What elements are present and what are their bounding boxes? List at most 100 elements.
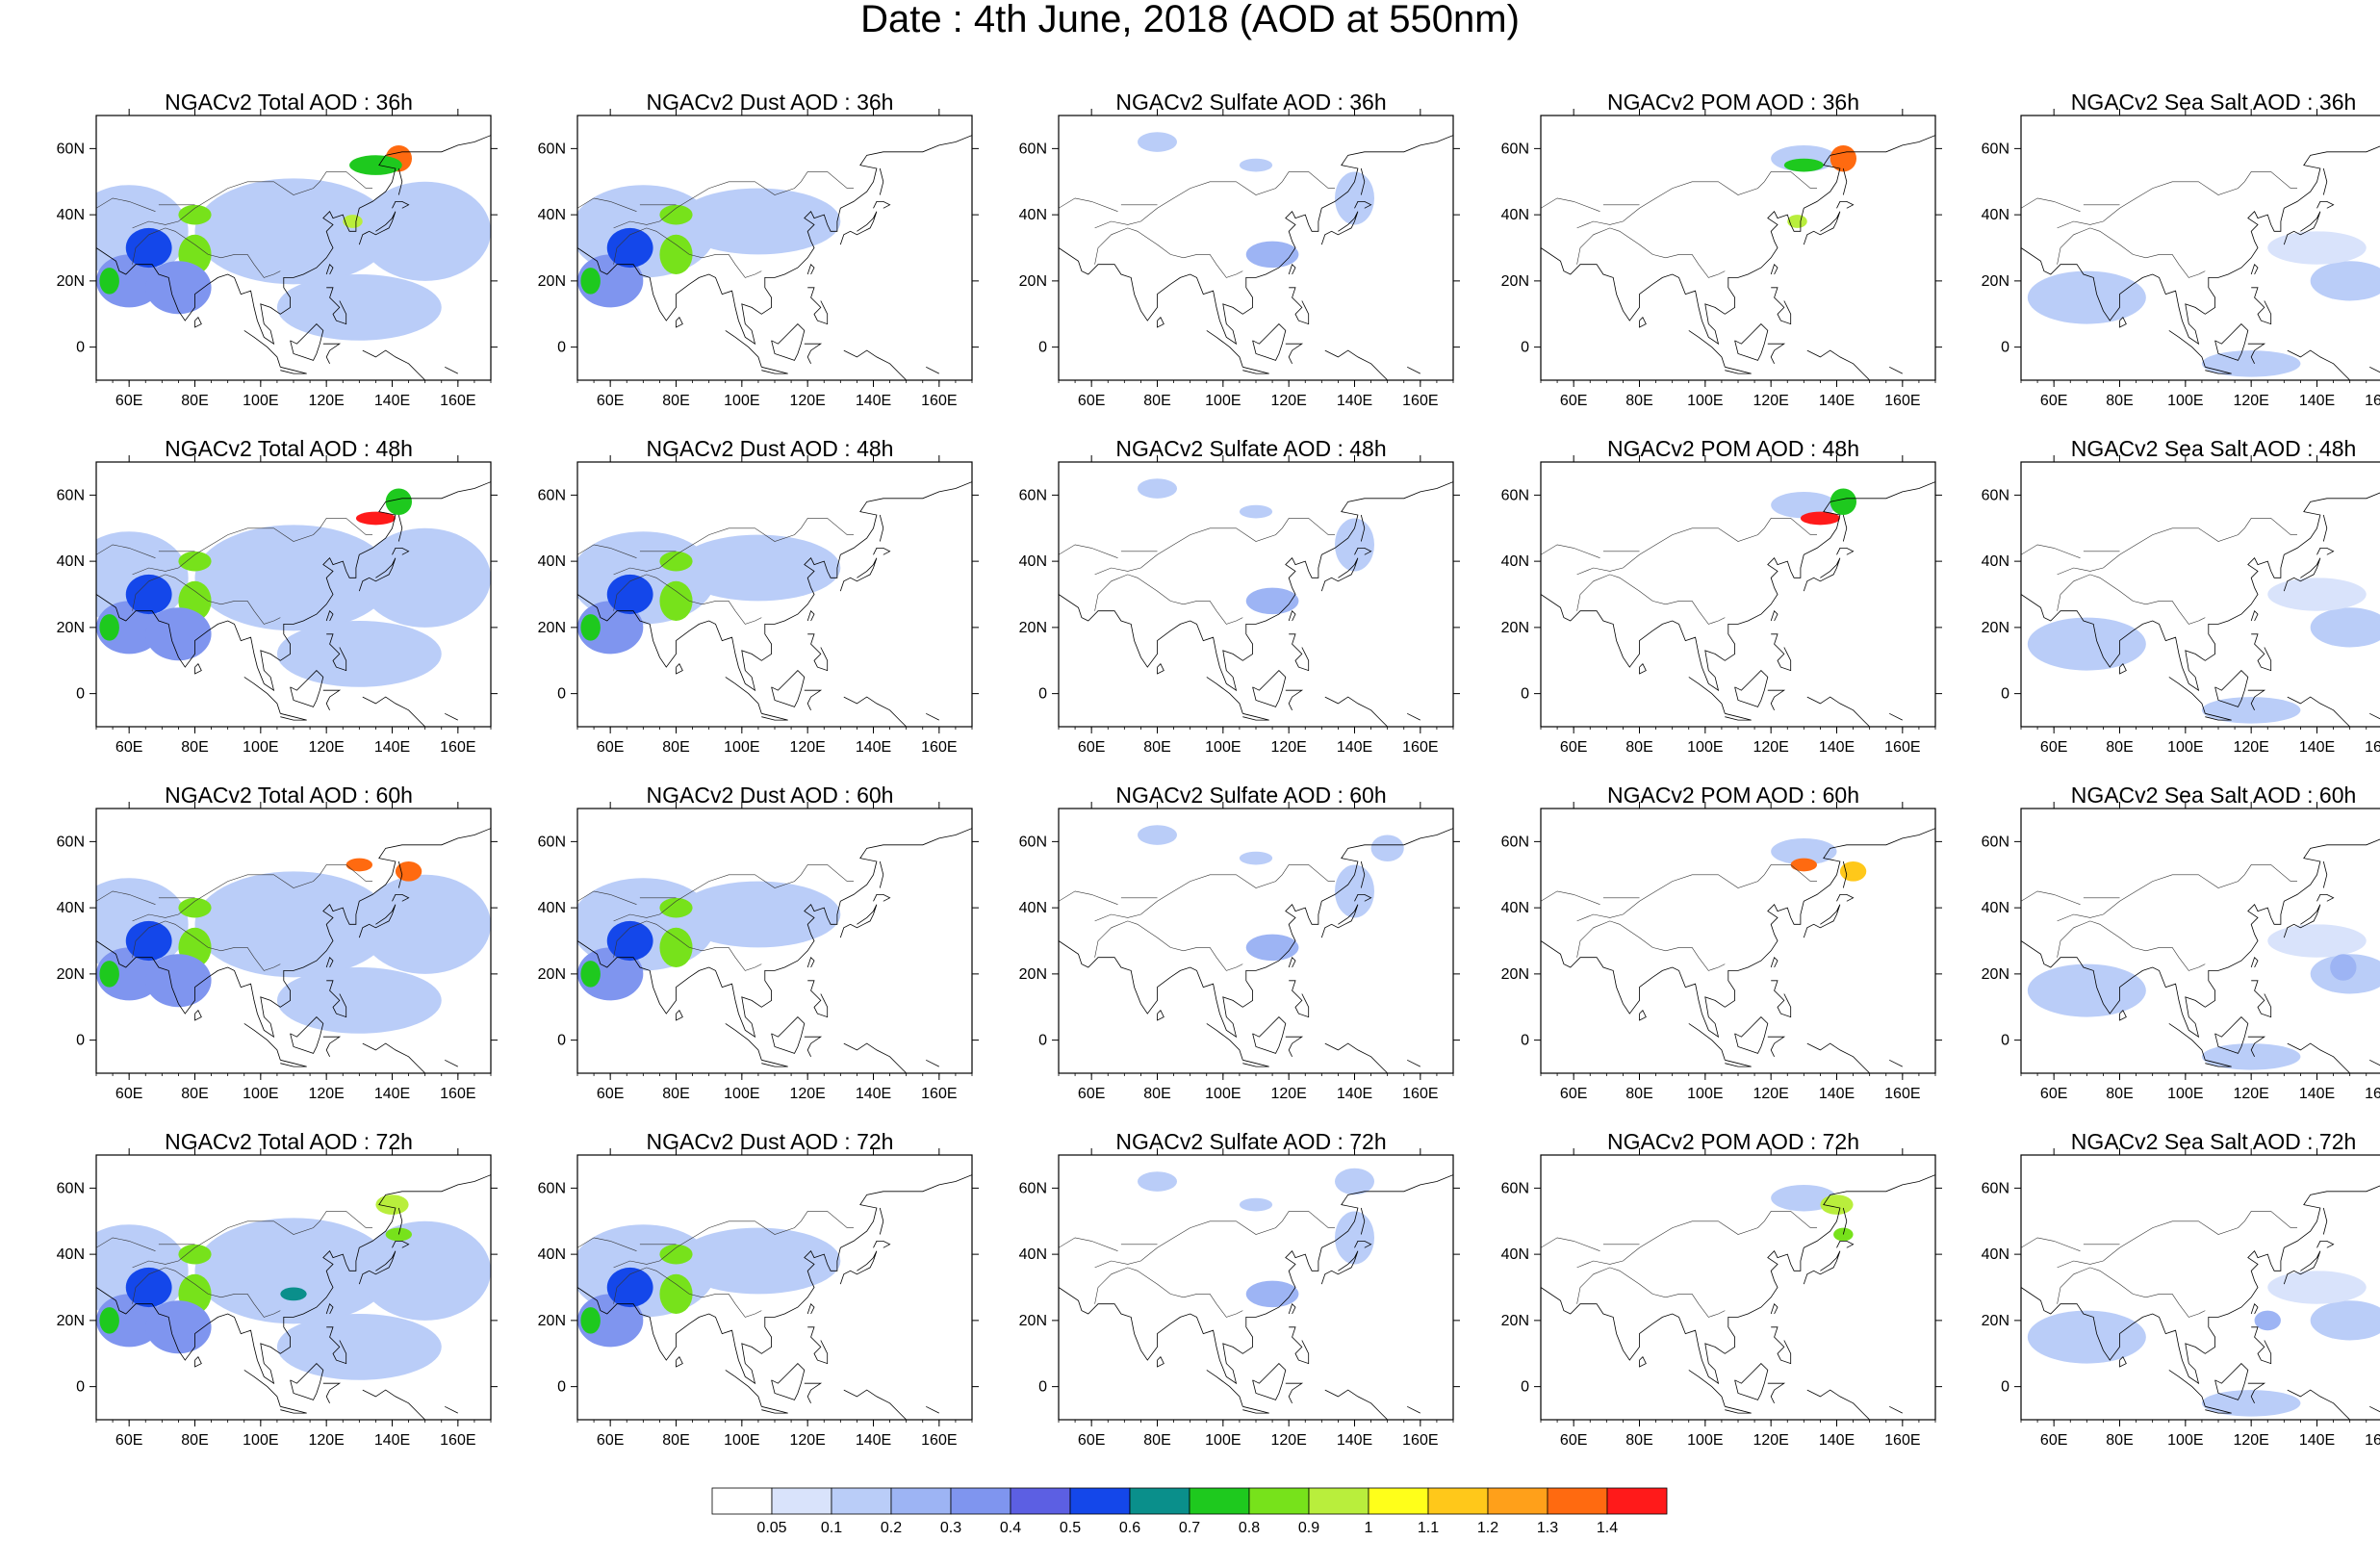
coastline xyxy=(1320,557,1359,592)
aod-region xyxy=(1830,488,1856,515)
border-line xyxy=(577,197,637,212)
coastline xyxy=(1770,956,1779,968)
x-tick-label: 120E xyxy=(1753,393,1788,409)
coastline xyxy=(2283,904,2321,938)
aod-region xyxy=(276,621,442,687)
x-tick-label: 120E xyxy=(1753,1086,1788,1102)
coastline xyxy=(1059,828,1453,1039)
coastline xyxy=(358,557,397,592)
coastline xyxy=(804,1036,823,1057)
coastline xyxy=(2251,1326,2272,1365)
aod-region xyxy=(1830,144,1856,172)
coastline xyxy=(194,317,202,328)
coastline xyxy=(1771,633,1792,672)
coastline xyxy=(1770,1302,1779,1315)
coastline xyxy=(1206,1023,1243,1061)
aod-region xyxy=(1335,1211,1374,1265)
y-tick-label: 60N xyxy=(57,834,85,850)
x-tick-label: 100E xyxy=(1205,1086,1241,1102)
aod-region xyxy=(1787,215,1807,228)
y-tick-label: 60N xyxy=(57,141,85,157)
y-tick-label: 20N xyxy=(57,966,85,983)
coastline xyxy=(879,1207,884,1235)
coastline xyxy=(1324,696,1388,727)
aod-region xyxy=(606,1267,653,1308)
x-tick-label: 140E xyxy=(374,393,410,409)
y-tick-label: 60N xyxy=(1019,1180,1047,1196)
coastline xyxy=(839,904,878,938)
coastline xyxy=(807,1326,829,1365)
x-tick-label: 60E xyxy=(115,393,142,409)
x-tick-label: 80E xyxy=(1625,739,1652,756)
coastline xyxy=(1289,287,1310,325)
y-tick-label: 40N xyxy=(1982,553,2009,570)
panel-title: NGACv2 Total AOD : 72h xyxy=(165,1129,413,1154)
coastline xyxy=(2214,1016,2249,1054)
coastline xyxy=(322,1382,342,1403)
coastline xyxy=(194,663,202,675)
colorbar-label: 0.7 xyxy=(1179,1520,1200,1536)
coastline xyxy=(1407,712,1420,721)
x-tick-label: 160E xyxy=(2365,739,2380,756)
coastline xyxy=(1725,366,1752,374)
aod-region xyxy=(1771,837,1837,865)
coastline xyxy=(1688,330,1726,368)
border-line xyxy=(1059,544,1118,558)
coastline xyxy=(1407,366,1420,374)
coastline xyxy=(243,1023,281,1061)
coastline xyxy=(1688,1370,1726,1407)
coastline xyxy=(2021,1185,2380,1385)
coastline xyxy=(1639,1356,1647,1368)
y-tick-label: 60N xyxy=(1501,834,1529,850)
aod-region xyxy=(577,947,644,1001)
coastline xyxy=(1541,481,1935,692)
map-panel-total-60h: NGACv2 Total AOD : 60h 60E 80E 100E 120E 140E… xyxy=(48,782,529,1109)
aod-region xyxy=(96,1294,163,1348)
x-tick-label: 120E xyxy=(1270,739,1306,756)
aod-region xyxy=(2201,1390,2301,1417)
panel-title: NGACv2 Dust AOD : 36h xyxy=(646,90,894,115)
coastline xyxy=(1157,663,1164,675)
coastline xyxy=(362,1389,425,1420)
coastline xyxy=(1842,167,1848,195)
map-panel-sulfate-48h: NGACv2 Sulfate AOD : 48h 60E 80E 100E 120E 14… xyxy=(1011,435,1492,762)
x-tick-label: 100E xyxy=(243,1432,278,1449)
x-tick-label: 100E xyxy=(1205,1432,1241,1449)
aod-region xyxy=(96,254,163,308)
map-plot: 60E 80E 100E 120E 140E 160E 60N 40N 20N 0 xyxy=(538,1148,979,1449)
x-tick-label: 60E xyxy=(115,1432,142,1449)
coastline xyxy=(96,1174,491,1385)
coastline xyxy=(1059,481,1453,692)
coastline xyxy=(806,609,815,622)
aod-region xyxy=(2027,617,2146,671)
coastline xyxy=(843,1042,907,1073)
coastline xyxy=(362,349,425,380)
y-tick-label: 0 xyxy=(2001,686,2009,703)
x-tick-label: 100E xyxy=(1205,393,1241,409)
coastline xyxy=(1889,712,1903,721)
aod-region xyxy=(1790,858,1817,872)
coastline xyxy=(761,366,788,374)
coastline xyxy=(358,1250,397,1285)
aod-region xyxy=(385,488,413,515)
aod-region xyxy=(178,204,212,225)
x-tick-label: 160E xyxy=(921,1432,957,1449)
coastline xyxy=(2214,670,2249,707)
aod-region xyxy=(276,274,442,341)
border-line xyxy=(2021,197,2081,212)
coastline xyxy=(243,330,281,368)
border-line xyxy=(1576,864,1817,922)
coastline xyxy=(1206,677,1243,714)
coastline xyxy=(1157,1356,1164,1368)
panel-title: NGACv2 Total AOD : 60h xyxy=(165,783,413,808)
colorbar-label: 0.3 xyxy=(940,1520,961,1536)
coastline xyxy=(392,201,410,209)
coastline xyxy=(577,828,972,1039)
panel-title: NGACv2 Total AOD : 48h xyxy=(165,436,413,461)
map-panel-pom-48h: NGACv2 POM AOD : 48h 60E 80E 100E 120E 140E 16… xyxy=(1493,435,1974,762)
coastline xyxy=(843,696,907,727)
y-tick-label: 20N xyxy=(1982,1313,2009,1329)
coastline xyxy=(2283,1250,2321,1285)
coastline xyxy=(1252,1016,1287,1054)
